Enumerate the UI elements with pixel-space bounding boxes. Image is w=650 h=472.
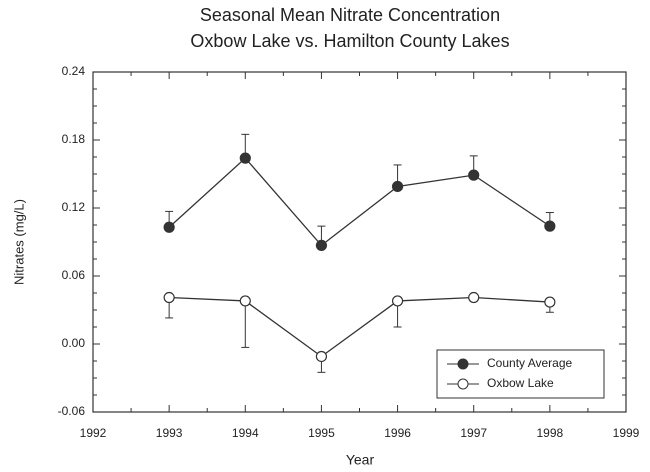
marker <box>391 295 404 307</box>
marker <box>468 291 480 304</box>
x-tick-label: 1996 <box>384 426 411 440</box>
legend-box <box>436 349 605 399</box>
series-line <box>169 296 550 358</box>
y-tick-label: 0.06 <box>62 268 86 282</box>
marker <box>239 295 251 307</box>
x-tick-label: 1995 <box>308 426 335 440</box>
y-tick-label: 0.00 <box>62 336 86 350</box>
marker <box>391 180 404 193</box>
error-bar <box>241 300 250 348</box>
y-tick-label: 0.12 <box>62 200 86 214</box>
marker <box>315 350 328 363</box>
marker <box>163 221 175 233</box>
x-axis-label: Year <box>346 452 375 468</box>
legend-marker <box>457 358 469 370</box>
x-tick-label: 1992 <box>80 426 107 440</box>
chart-title: Seasonal Mean Nitrate Concentration <box>200 5 500 25</box>
x-tick-label: 1993 <box>156 426 183 440</box>
y-tick-label: 0.24 <box>62 64 86 78</box>
marker <box>544 296 556 308</box>
marker <box>315 239 328 251</box>
x-tick-label: 1999 <box>613 426 640 440</box>
legend-marker <box>457 378 469 390</box>
marker <box>163 291 175 304</box>
legend-label: Oxbow Lake <box>487 376 554 390</box>
x-tick-label: 1997 <box>460 426 487 440</box>
x-tick-label: 1998 <box>537 426 564 440</box>
x-tick-label: 1994 <box>232 426 259 440</box>
y-tick-label: -0.06 <box>58 404 86 418</box>
series-line <box>168 157 551 247</box>
legend-label: County Average <box>487 356 572 370</box>
y-tick-label: 0.18 <box>62 132 86 146</box>
marker <box>239 152 251 164</box>
y-axis-label: Nitrates (mg/L) <box>11 199 26 285</box>
chart-subtitle: Oxbow Lake vs. Hamilton County Lakes <box>190 31 509 51</box>
marker <box>544 220 556 232</box>
marker <box>468 169 480 181</box>
